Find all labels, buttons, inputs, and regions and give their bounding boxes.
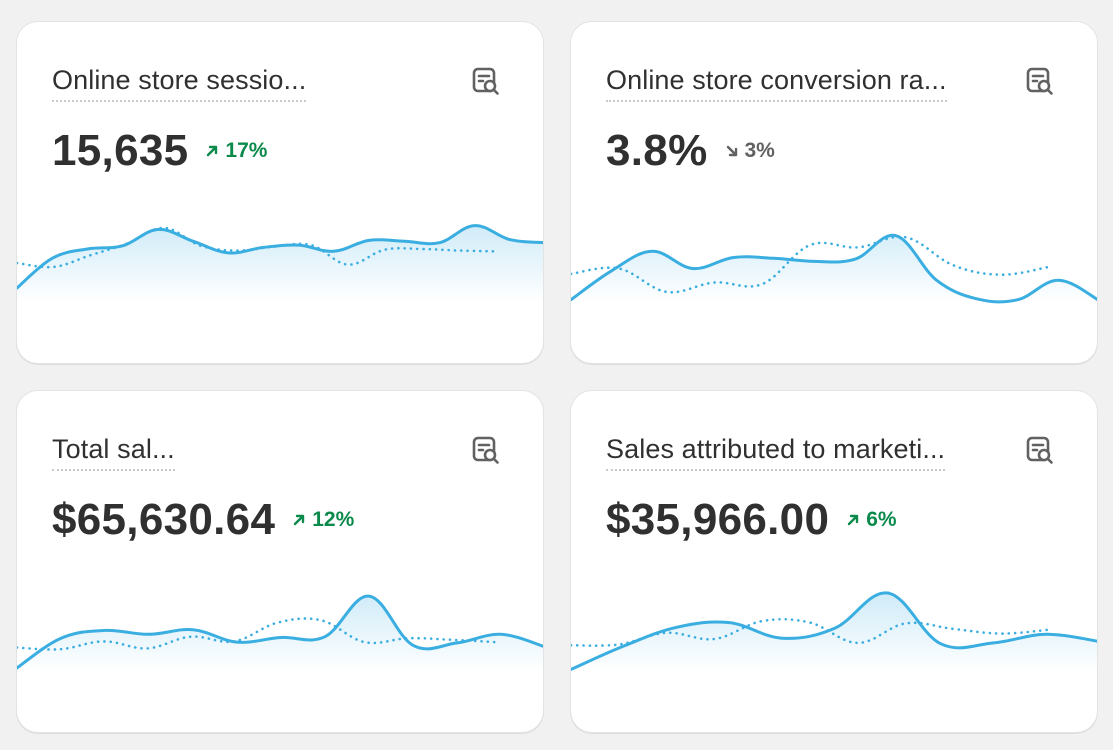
card-title[interactable]: Total sal... (52, 434, 175, 471)
change-percent: 3% (744, 139, 775, 162)
metric-value: 15,635 (52, 126, 189, 175)
change-percent: 6% (866, 508, 897, 531)
report-search-icon (1026, 436, 1053, 464)
card-title[interactable]: Sales attributed to marketi... (606, 434, 946, 471)
series-area (571, 592, 1097, 671)
arrow-down-right-icon (726, 145, 737, 157)
change-badge: 12% (292, 508, 354, 532)
metric-value: $35,966.00 (606, 495, 830, 544)
change-percent: 12% (312, 508, 355, 531)
sparkline-svg (17, 224, 543, 302)
card-title[interactable]: Online store sessio... (52, 65, 307, 102)
view-report-button[interactable] (469, 64, 503, 98)
metric-row: $65,630.64 12% (52, 495, 354, 545)
view-report-button[interactable] (1023, 433, 1057, 467)
current-series-line (571, 233, 1097, 304)
view-report-button[interactable] (1023, 64, 1057, 98)
change-badge: 17% (205, 139, 267, 163)
sparkline-svg (571, 591, 1097, 671)
series-area (571, 235, 1097, 302)
metric-card-total-sales[interactable]: Total sal... $65,630.64 12% (16, 390, 544, 733)
metric-row: 3.8% 3% (606, 126, 775, 176)
view-report-button[interactable] (469, 433, 503, 467)
current-series-line (17, 224, 543, 290)
comparison-series-line (17, 617, 497, 651)
arrow-up-right-icon (294, 514, 305, 526)
change-badge: 6% (846, 508, 897, 532)
sparkline-chart (17, 202, 543, 363)
current-series-line (17, 594, 543, 670)
metric-row: $35,966.00 6% (606, 495, 897, 545)
report-search-icon (1026, 67, 1053, 95)
metric-value: $65,630.64 (52, 495, 276, 544)
sparkline-chart (17, 571, 543, 732)
metric-row: 15,635 17% (52, 126, 267, 176)
report-search-icon (472, 67, 499, 95)
metric-card-sales-attributed-to-marketing[interactable]: Sales attributed to marketi... $35,966.0… (570, 390, 1098, 733)
arrow-up-right-icon (207, 145, 218, 157)
report-search-icon (472, 436, 499, 464)
sparkline-chart (571, 202, 1097, 363)
series-area (17, 225, 543, 302)
comparison-series-line (571, 235, 1051, 294)
sparkline-chart (571, 571, 1097, 732)
metric-card-conversion-rate[interactable]: Online store conversion ra... 3.8% 3% (570, 21, 1098, 364)
metric-card-online-store-sessions[interactable]: Online store sessio... 15,635 17% (16, 21, 544, 364)
change-badge: 3% (725, 139, 775, 163)
change-percent: 17% (225, 139, 268, 162)
sparkline-svg (17, 594, 543, 671)
sparkline-svg (571, 233, 1097, 304)
current-series-line (571, 591, 1097, 671)
metric-value: 3.8% (606, 126, 708, 175)
card-title[interactable]: Online store conversion ra... (606, 65, 947, 102)
series-area (17, 596, 543, 671)
arrow-up-right-icon (848, 514, 859, 526)
